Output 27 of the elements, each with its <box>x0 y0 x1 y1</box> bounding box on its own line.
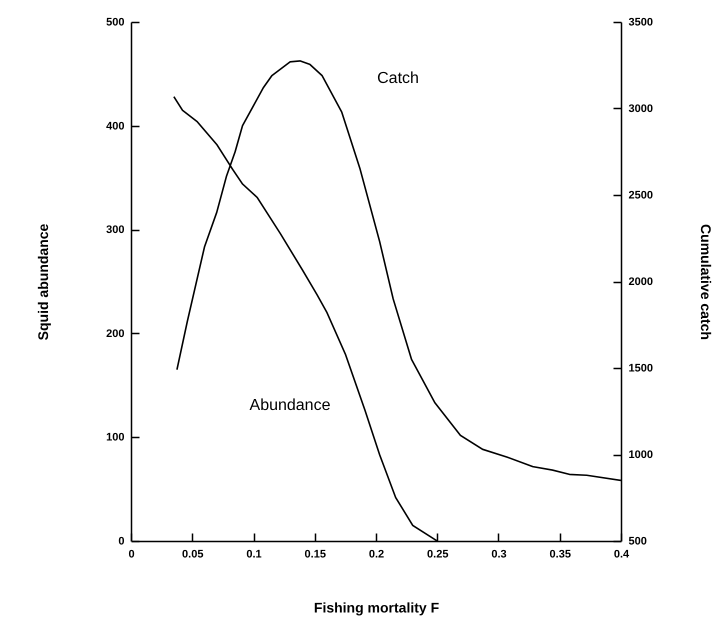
y-tick-label: 0 <box>118 536 124 548</box>
y-tick-label: 300 <box>106 224 124 236</box>
x-tick-label: 0 <box>128 548 135 560</box>
x-tick-label: 0.25 <box>427 548 448 560</box>
series-label: Abundance <box>250 397 331 414</box>
x-tick-label: 0.3 <box>491 548 507 560</box>
y2-tick-label: 1000 <box>628 449 653 461</box>
y-tick-label: 100 <box>106 432 124 444</box>
x-tick-label: 0.2 <box>368 548 384 560</box>
y-tick-label: 200 <box>106 328 124 340</box>
y2-tick-label: 1500 <box>628 362 653 374</box>
x-tick-label: 0.4 <box>614 548 630 560</box>
text: Catch <box>377 70 419 87</box>
y2-tick-label: 2000 <box>628 276 653 288</box>
y2-tick-label: 500 <box>628 536 647 548</box>
x-axis-title: Fishing mortality F <box>314 600 440 616</box>
y2-axis-title: Cumulative catch <box>698 224 714 340</box>
y-tick-label: 500 <box>106 16 124 28</box>
y2-tick-label: 3000 <box>628 103 653 115</box>
y-axis-title: Squid abundance <box>35 223 52 340</box>
y-tick-label: 400 <box>106 120 124 132</box>
y2-tick-label: 2500 <box>628 190 653 202</box>
y2-tick-label: 3500 <box>628 16 653 28</box>
x-tick-label: 0.1 <box>246 548 262 560</box>
x-tick-label: 0.15 <box>304 548 326 560</box>
x-tick-label: 0.35 <box>550 548 571 560</box>
x-tick-label: 0.05 <box>182 548 204 560</box>
